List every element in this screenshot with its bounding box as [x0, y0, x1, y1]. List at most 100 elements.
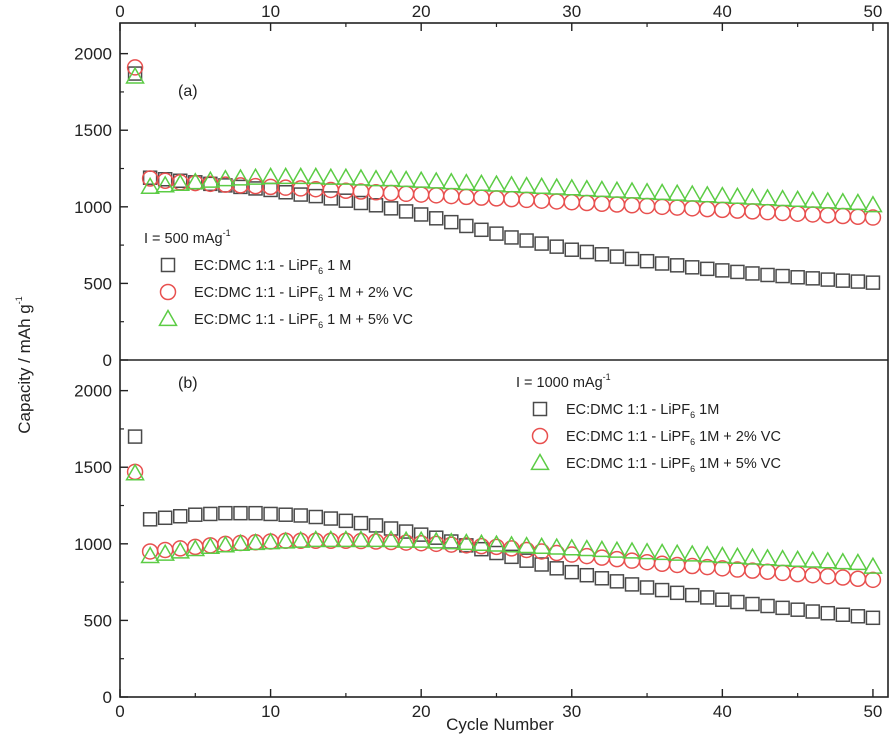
data-point: [577, 179, 597, 197]
legend-entry-tail: 1M: [695, 402, 719, 418]
data-point: [185, 172, 206, 190]
axis-ticks: [119, 23, 874, 698]
data-point: [682, 544, 703, 562]
data-point: [531, 536, 552, 555]
data-point: [579, 567, 595, 583]
data-point: [127, 429, 143, 444]
data-point: [444, 214, 459, 230]
legend-entry-name: EC:DMC 1:1 - LiPF: [194, 285, 318, 301]
data-point: [172, 508, 188, 524]
data-point: [774, 204, 791, 222]
data-point: [504, 549, 519, 565]
data-point: [140, 546, 160, 564]
data-point: [637, 182, 657, 200]
x-tick-label-bottom: 20: [412, 702, 431, 721]
data-point: [865, 275, 881, 290]
data-point: [215, 535, 236, 553]
data-point: [338, 513, 354, 529]
y-axis-title: Capacity / mAh g-1: [14, 296, 34, 433]
data-point: [142, 512, 158, 527]
data-point: [126, 59, 144, 76]
data-point: [275, 166, 296, 185]
data-point: [308, 188, 324, 204]
data-point: [772, 549, 793, 567]
data-point: [321, 167, 341, 185]
data-point: [757, 188, 778, 206]
data-point: [564, 242, 580, 257]
data-point: [501, 535, 522, 553]
data-point: [351, 529, 371, 548]
data-point: [697, 185, 718, 203]
data-point: [684, 260, 700, 275]
data-point: [820, 272, 836, 287]
data-point: [278, 185, 293, 200]
legend-entry-name: EC:DMC 1:1 - LiPF: [194, 258, 318, 274]
legend-entry: EC:DMC 1:1 - LiPF6 1M + 2% VC: [566, 429, 781, 447]
data-point: [561, 538, 582, 556]
legend-marker-circle: [531, 427, 549, 445]
data-point: [263, 506, 278, 522]
plot-frame: [119, 22, 889, 698]
data-point: [338, 193, 354, 208]
data-point: [561, 178, 582, 196]
data-point: [170, 173, 191, 191]
data-point: [290, 530, 311, 548]
data-point: [140, 176, 160, 195]
data-point: [757, 548, 778, 566]
data-point: [759, 203, 776, 221]
data-point: [428, 530, 444, 545]
data-point: [217, 535, 234, 553]
legend-marker-circle: [159, 283, 177, 301]
data-point: [471, 533, 492, 551]
data-point: [638, 197, 656, 215]
data-point: [802, 550, 823, 568]
data-point: [262, 178, 279, 196]
data-point: [654, 582, 670, 598]
data-point: [368, 198, 384, 213]
data-point: [516, 176, 537, 194]
data-point: [413, 527, 429, 542]
data-point: [652, 183, 672, 201]
data-point: [474, 222, 489, 238]
data-point: [516, 536, 537, 554]
data-point: [456, 533, 477, 551]
data-point: [486, 174, 507, 192]
legend-entry-tail: 1M + 5% VC: [695, 456, 781, 472]
legend-entry-name: EC:DMC 1:1 - LiPF: [566, 429, 690, 445]
data-point: [577, 539, 597, 557]
data-point: [760, 598, 775, 614]
tick-labels: 00101020203030404050500500100015002000(a…: [74, 2, 882, 721]
x-tick-label-top: 20: [412, 2, 431, 21]
y-tick-label: 1000: [74, 198, 112, 217]
data-point: [533, 192, 550, 209]
data-point: [336, 167, 356, 185]
legend-entry-tail: 1 M: [323, 258, 351, 274]
data-point: [790, 602, 805, 617]
legend-entry-name: EC:DMC 1:1 - LiPF: [194, 312, 318, 328]
data-point: [443, 536, 460, 553]
legend-title: I = 1000 mAg-1: [516, 372, 611, 391]
data-point: [849, 570, 867, 587]
data-point: [215, 169, 236, 187]
data-point: [426, 171, 447, 189]
data-point: [745, 266, 760, 281]
legend-entry: EC:DMC 1:1 - LiPF6 1M + 5% VC: [566, 456, 781, 474]
x-tick-label-bottom: 0: [115, 702, 124, 721]
data-point: [623, 552, 641, 569]
legend-entry-sub: 6: [690, 410, 695, 420]
data-point: [336, 529, 356, 548]
data-point: [700, 261, 715, 277]
data-point: [744, 562, 761, 579]
data-point: [609, 249, 625, 264]
data-point: [638, 553, 656, 571]
data-point: [353, 515, 369, 531]
data-point: [503, 540, 520, 557]
data-point: [233, 505, 248, 521]
data-point: [396, 169, 416, 188]
data-point: [503, 190, 520, 208]
legend-marker-square: [532, 401, 548, 417]
y-tick-label: 500: [84, 274, 112, 293]
x-tick-label-top: 50: [863, 2, 882, 21]
legend-marker-square: [160, 257, 176, 273]
data-point: [745, 596, 760, 612]
